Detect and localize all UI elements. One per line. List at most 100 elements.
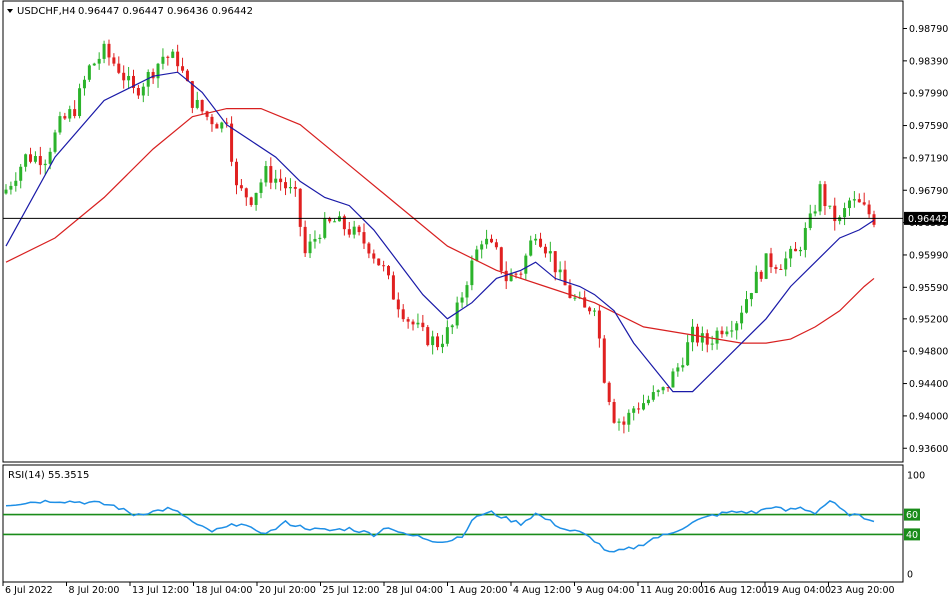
time-tick-label: 23 Aug 20:00 (831, 585, 895, 596)
candle-body (185, 70, 189, 82)
candle-body (372, 253, 376, 259)
time-tick-label: 16 Aug 12:00 (704, 585, 768, 596)
candle-body (568, 285, 572, 298)
candle-body (102, 43, 106, 59)
candle-body (298, 188, 302, 227)
time-tick-label: 8 Jul 20:00 (69, 585, 120, 596)
time-tick-label: 20 Jul 20:00 (259, 585, 316, 596)
rsi-level-label: 60 (906, 510, 918, 521)
candle-body (68, 109, 72, 119)
candle-body (769, 253, 773, 268)
candle-body (401, 309, 405, 320)
candle-body (323, 218, 327, 238)
time-tick-label: 18 Jul 04:00 (196, 585, 253, 596)
candle-body (548, 251, 552, 254)
candle-body (431, 336, 435, 346)
candle-body (735, 323, 739, 331)
rsi-level-label: 40 (906, 530, 918, 541)
candle-body (38, 156, 42, 166)
candle-body (225, 122, 229, 124)
candle-body (136, 87, 140, 96)
candle-body (274, 178, 278, 183)
candle-body (808, 213, 812, 228)
candle-body (24, 154, 28, 167)
candle-body (259, 182, 263, 193)
candle-body (818, 184, 822, 212)
price-tick-label: 0.94000 (909, 411, 948, 422)
candle-body (215, 124, 219, 129)
candle-body (63, 116, 67, 119)
candle-body (754, 271, 758, 294)
candle-body (671, 371, 675, 388)
candle-body (602, 338, 606, 383)
candle-body (774, 267, 778, 270)
candle-body (132, 75, 136, 88)
candle-body (509, 273, 513, 282)
candle-body (744, 299, 748, 313)
candle-body (342, 216, 346, 230)
candle-body (784, 258, 788, 270)
candle-body (347, 229, 351, 235)
candle-body (710, 343, 714, 345)
candle-body (141, 86, 145, 96)
candle-body (333, 221, 337, 223)
candle-body (798, 249, 802, 252)
candle-body (4, 189, 8, 194)
candle-body (73, 109, 77, 117)
candle-body (715, 330, 719, 344)
candle-body (303, 226, 307, 254)
candle-body (112, 57, 116, 64)
price-tick-label: 0.95590 (909, 283, 948, 294)
candle-body (87, 65, 91, 80)
candle-body (656, 390, 660, 393)
candle-body (230, 123, 234, 162)
candle-body (489, 238, 493, 243)
symbol-label: USDCHF,H4 (17, 6, 76, 17)
candle-body (681, 365, 685, 368)
dropdown-arrow-icon[interactable] (7, 9, 13, 13)
candle-body (146, 71, 150, 87)
candle-body (695, 326, 699, 343)
candle-body (828, 205, 832, 207)
candle-body (9, 185, 13, 190)
candle-body (720, 330, 724, 335)
candle-body (455, 302, 459, 326)
candle-body (117, 63, 121, 73)
candle-body (534, 238, 538, 241)
candle-body (666, 387, 670, 389)
candle-body (779, 269, 783, 271)
candle-body (676, 367, 680, 372)
candle-body (396, 299, 400, 310)
candle-body (480, 244, 484, 250)
candle-body (725, 331, 729, 335)
candle-body (200, 99, 204, 112)
candle-body (171, 51, 175, 58)
candle-body (612, 402, 616, 423)
candle-body (357, 226, 361, 233)
candle-body (627, 412, 631, 425)
candle-body (205, 111, 209, 117)
candle-body (588, 307, 592, 312)
candle-body (539, 238, 543, 247)
time-tick-label: 4 Aug 12:00 (513, 585, 571, 596)
candle-body (313, 238, 317, 242)
candle-body (244, 188, 248, 198)
candle-body (239, 185, 243, 189)
candle-body (53, 132, 57, 152)
candle-body (391, 275, 395, 300)
candle-body (14, 180, 18, 186)
candle-body (284, 182, 288, 189)
candle-body (646, 399, 650, 404)
current-price-badge (904, 211, 948, 225)
price-tick-label: 0.98390 (909, 56, 948, 67)
candle-body (249, 197, 253, 205)
candle-body (543, 246, 547, 254)
candle-body (563, 269, 567, 286)
price-tick-label: 0.97190 (909, 153, 948, 164)
candle-body (416, 322, 420, 325)
rsi-tick-label: 0 (907, 570, 913, 581)
candle-body (514, 273, 518, 275)
candle-body (862, 202, 866, 205)
candle-body (494, 242, 498, 248)
main-panel (2, 0, 904, 463)
